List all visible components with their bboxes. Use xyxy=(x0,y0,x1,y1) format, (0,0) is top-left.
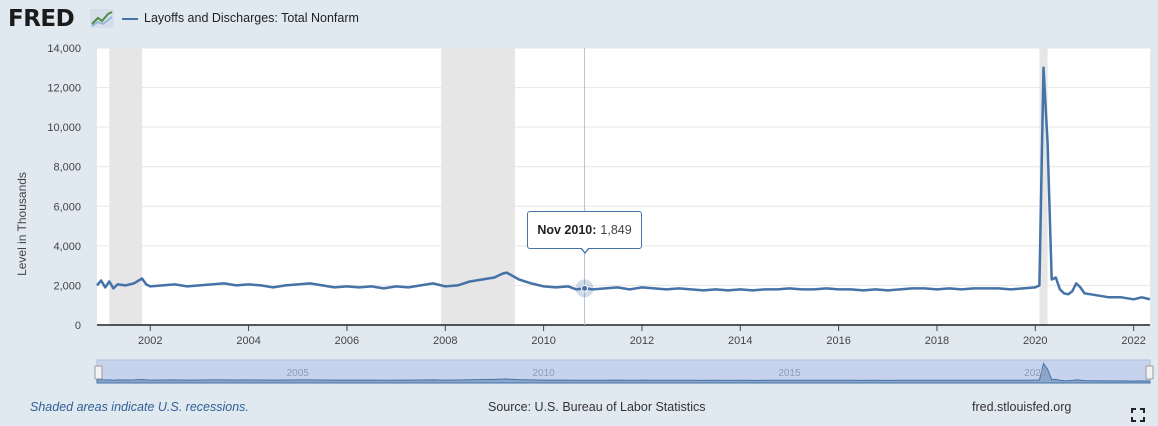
x-tick-label: 2016 xyxy=(826,335,850,347)
y-tick-label: 0 xyxy=(75,320,81,332)
y-tick-label: 6,000 xyxy=(53,201,81,213)
x-tick-label: 2010 xyxy=(531,335,555,347)
y-tick-label: 8,000 xyxy=(53,162,81,174)
x-tick-label: 2020 xyxy=(1023,335,1047,347)
x-tick-label: 2004 xyxy=(236,335,260,347)
tooltip-value: 1,849 xyxy=(600,223,632,237)
navigator-label: 2010 xyxy=(532,368,555,379)
y-tick-label: 10,000 xyxy=(47,122,81,134)
x-tick-label: 2002 xyxy=(138,335,162,347)
tooltip-pointer-fill xyxy=(581,247,589,252)
tooltip-date: Nov 2010: xyxy=(537,223,597,237)
y-axis-label: Level in Thousands xyxy=(15,172,29,276)
y-tick-label: 12,000 xyxy=(47,83,81,95)
data-tooltip: Nov 2010: 1,849 xyxy=(527,211,642,249)
x-tick-label: 2022 xyxy=(1121,335,1145,347)
x-tick-label: 2014 xyxy=(728,335,752,347)
navigator-label: 2020 xyxy=(1024,368,1047,379)
trend-graph-icon[interactable] xyxy=(90,9,114,28)
expand-icon[interactable] xyxy=(1131,408,1145,422)
fred-logo[interactable]: FRED xyxy=(8,6,75,32)
x-tick-label: 2018 xyxy=(925,335,949,347)
y-tick-label: 4,000 xyxy=(53,241,81,253)
navigator-label: 2015 xyxy=(778,368,801,379)
y-tick-label: 2,000 xyxy=(53,280,81,292)
navigator-handle-left[interactable] xyxy=(94,365,103,380)
chart-header: FRED Layoffs and Discharges: Total Nonfa… xyxy=(0,0,1158,40)
recession-note: Shaded areas indicate U.S. recessions. xyxy=(30,400,249,414)
series-line[interactable] xyxy=(96,66,1151,301)
legend-series-label: Layoffs and Discharges: Total Nonfarm xyxy=(144,11,359,25)
legend-swatch xyxy=(122,18,138,20)
x-tick-label: 2012 xyxy=(630,335,654,347)
navigator-handle-right[interactable] xyxy=(1145,365,1154,380)
navigator-series xyxy=(96,362,1151,384)
site-link[interactable]: fred.stlouisfed.org xyxy=(972,400,1072,414)
plot-background xyxy=(97,48,1150,325)
navigator-label: 2005 xyxy=(287,368,310,379)
y-tick-label: 14,000 xyxy=(47,43,81,55)
x-tick-label: 2006 xyxy=(335,335,359,347)
recession-band xyxy=(109,48,143,325)
hover-point[interactable] xyxy=(581,284,589,292)
recession-band xyxy=(1039,48,1048,325)
recession-band xyxy=(441,48,515,325)
source-text: Source: U.S. Bureau of Labor Statistics xyxy=(488,400,706,414)
x-tick-label: 2008 xyxy=(433,335,457,347)
